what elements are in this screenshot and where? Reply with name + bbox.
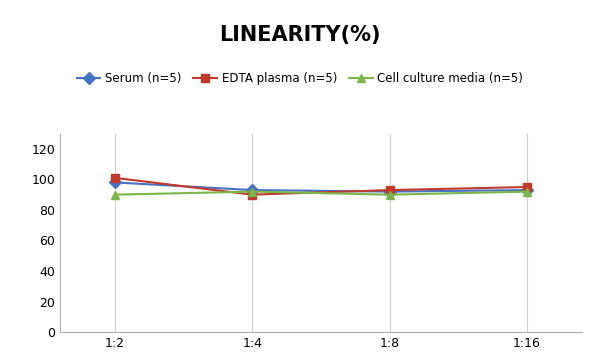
Serum (n=5) — [112, 180, 119, 184]
Serum (n=5) — [386, 190, 393, 194]
EDTA plasma (n=5) — [386, 188, 393, 192]
Text: LINEARITY(%): LINEARITY(%) — [219, 25, 381, 45]
Serum (n=5) — [249, 188, 256, 192]
Serum (n=5) — [523, 188, 530, 192]
EDTA plasma (n=5) — [249, 192, 256, 197]
Cell culture media (n=5) — [249, 190, 256, 194]
Line: Cell culture media (n=5): Cell culture media (n=5) — [111, 187, 531, 199]
Cell culture media (n=5) — [386, 192, 393, 197]
Cell culture media (n=5) — [523, 190, 530, 194]
Line: EDTA plasma (n=5): EDTA plasma (n=5) — [111, 174, 531, 199]
EDTA plasma (n=5) — [523, 185, 530, 189]
EDTA plasma (n=5) — [112, 176, 119, 180]
Cell culture media (n=5) — [112, 192, 119, 197]
Line: Serum (n=5): Serum (n=5) — [111, 178, 531, 196]
Legend: Serum (n=5), EDTA plasma (n=5), Cell culture media (n=5): Serum (n=5), EDTA plasma (n=5), Cell cul… — [72, 67, 528, 90]
